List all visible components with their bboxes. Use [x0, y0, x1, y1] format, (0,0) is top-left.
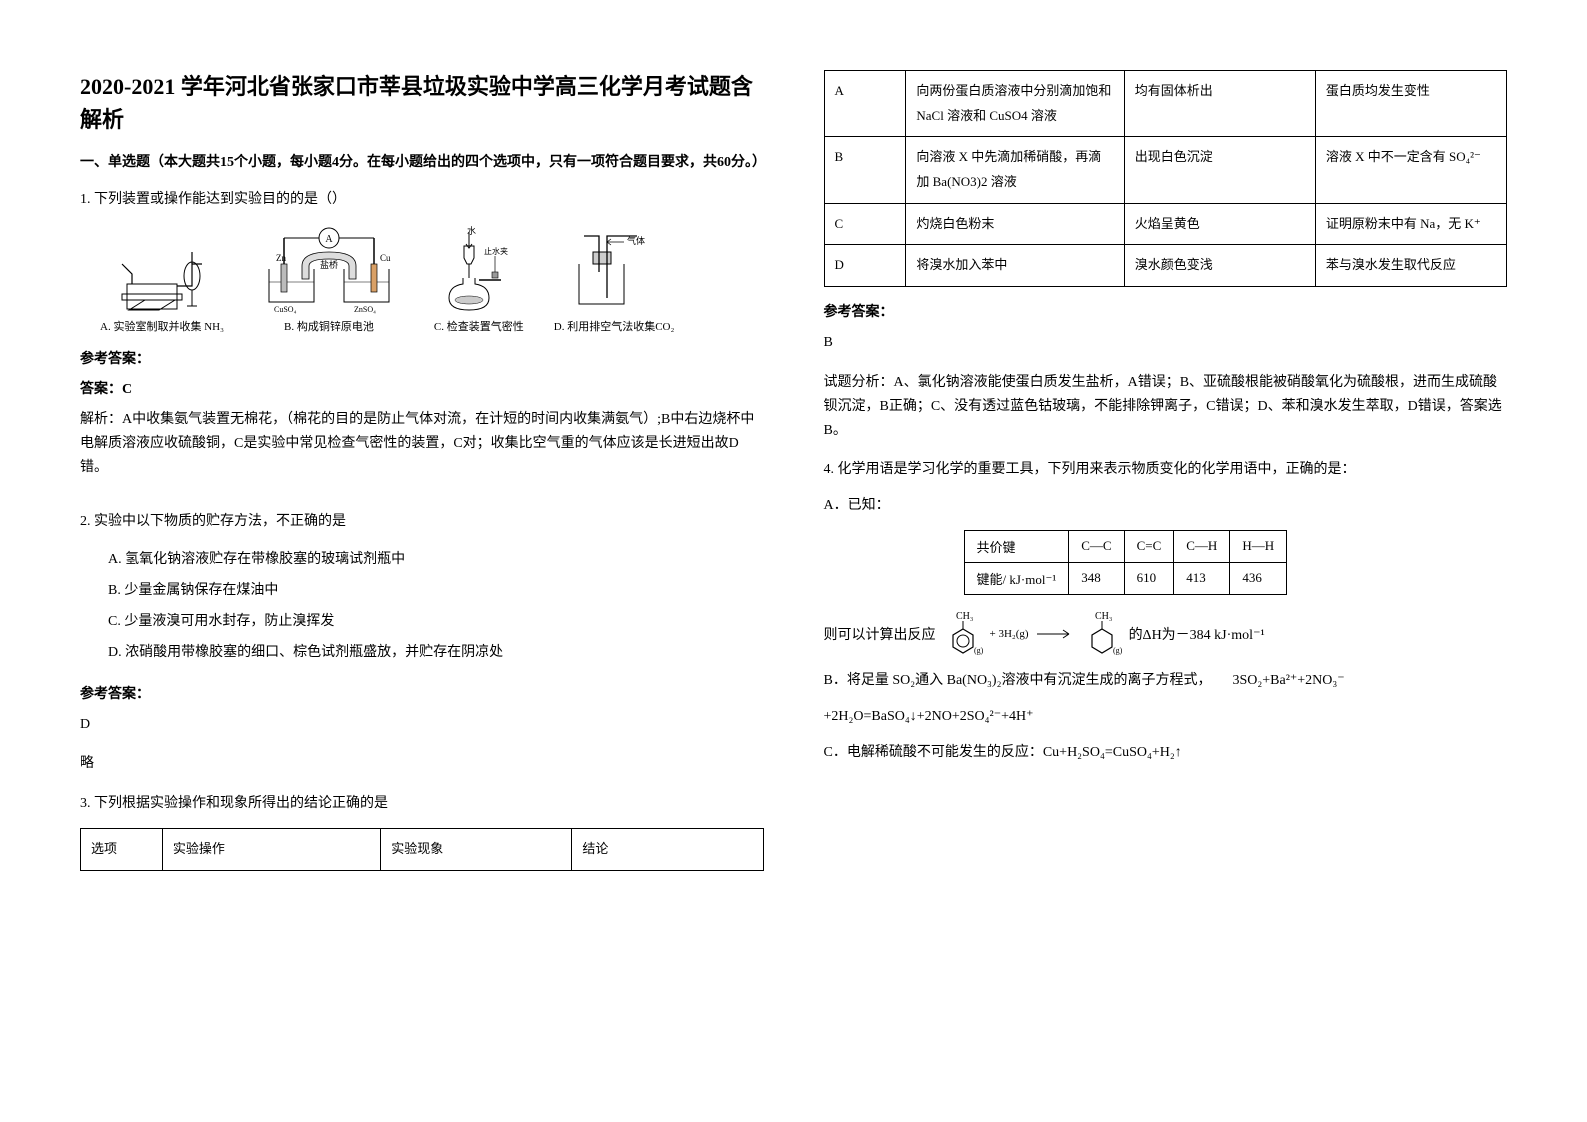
table-row: D 将溴水加入苯中 溴水颜色变浅 苯与溴水发生取代反应	[824, 245, 1507, 287]
cell: 火焰呈黄色	[1124, 203, 1315, 245]
q2-answer-label: 参考答案：	[80, 683, 764, 703]
q2-option-b: B. 少量金属钠保存在煤油中	[108, 576, 764, 607]
phase-g: (g)	[974, 646, 984, 655]
q2-stem: 2. 实验中以下物质的贮存方法，不正确的是	[80, 510, 764, 534]
q4-optA-prefix: A．已知：	[824, 494, 1508, 518]
methylcyclohexane-icon: CH₃ (g)	[1081, 609, 1123, 659]
cell: D	[824, 245, 906, 287]
q3-table-head-only: 选项 实验操作 实验现象 结论	[80, 828, 764, 871]
q2-option-c: C. 少量液溴可用水封存，防止溴挥发	[108, 607, 764, 638]
clamp-label: 止水夹	[484, 246, 508, 256]
cell: 610	[1124, 562, 1174, 594]
cell: C—H	[1174, 530, 1230, 562]
cell: 436	[1230, 562, 1287, 594]
q4-optC: C．电解稀硫酸不可能发生的反应：Cu+H₂SO₄=CuSO₄+H₂↑	[824, 741, 1508, 765]
reaction-prefix: 则可以计算出反应	[824, 624, 936, 644]
cell: C=C	[1124, 530, 1174, 562]
cell: B	[824, 137, 906, 203]
cuso4-label: CuSO₄	[274, 305, 297, 314]
cell: 苯与溴水发生取代反应	[1315, 245, 1506, 287]
diagram-a: A. 实验室制取并收集 NH₃	[100, 234, 224, 334]
table-row: A 向两份蛋白质溶液中分别滴加饱和 NaCl 溶液和 CuSO4 溶液 均有固体…	[824, 71, 1507, 137]
table-row: B 向溶液 X 中先滴加稀硝酸，再滴加 Ba(NO3)2 溶液 出现白色沉淀 溶…	[824, 137, 1507, 203]
q3-explanation: 试题分析：A、氯化钠溶液能使蛋白质发生盐析，A错误；B、亚硫酸根能被硝酸氧化为硫…	[824, 371, 1508, 442]
cell: 键能/ kJ·mol⁻¹	[964, 562, 1069, 594]
th-option: 选项	[81, 828, 163, 870]
q1-answer: 答案：C	[80, 378, 764, 398]
arrow-icon	[1035, 628, 1075, 640]
ch3-label-2: CH₃	[1095, 611, 1112, 622]
apparatus-d-svg: 气体	[569, 234, 659, 314]
q4-stem: 4. 化学用语是学习化学的重要工具，下列用来表示物质变化的化学用语中，正确的是：	[824, 458, 1508, 482]
znso4-label: ZnSO₄	[354, 305, 376, 314]
cell: 蛋白质均发生变性	[1315, 71, 1506, 137]
q3-answer-label: 参考答案：	[824, 301, 1508, 321]
diagram-a-label: A. 实验室制取并收集 NH₃	[100, 318, 224, 334]
left-column: 2020-2021 学年河北省张家口市莘县垃圾实验中学高三化学月考试题含解析 一…	[50, 70, 794, 1082]
right-column: A 向两份蛋白质溶液中分别滴加饱和 NaCl 溶液和 CuSO4 溶液 均有固体…	[794, 70, 1538, 1082]
th-conclusion: 结论	[572, 828, 763, 870]
q1-explanation: 解析：A中收集氨气装置无棉花，（棉花的目的是防止气体对流，在计短的时间内收集满氨…	[80, 408, 764, 479]
cell: 溴水颜色变浅	[1124, 245, 1315, 287]
cell: 灼烧白色粉末	[906, 203, 1124, 245]
th-operation: 实验操作	[162, 828, 380, 870]
q1-answer-label: 参考答案：	[80, 348, 764, 368]
table-row: 共价键 C—C C=C C—H H—H	[964, 530, 1287, 562]
table-header-row: 选项 实验操作 实验现象 结论	[81, 828, 764, 870]
section-header: 一、单选题（本大题共15个小题，每小题4分。在每小题给出的四个选项中，只有一项符…	[80, 152, 764, 174]
bond-energy-table: 共价键 C—C C=C C—H H—H 键能/ kJ·mol⁻¹ 348 610…	[964, 530, 1288, 595]
cell: C	[824, 203, 906, 245]
q2-option-a: A. 氢氧化钠溶液贮存在带橡胶塞的玻璃试剂瓶中	[108, 545, 764, 576]
q1-diagrams: A. 实验室制取并收集 NH₃ A 盐桥	[100, 224, 764, 334]
reaction-suffix: 的ΔH为－384 kJ·mol⁻¹	[1129, 624, 1265, 644]
cell: 向两份蛋白质溶液中分别滴加饱和 NaCl 溶液和 CuSO4 溶液	[906, 71, 1124, 137]
diagram-c: 水 止水夹 C. 检查装置气密性	[434, 224, 524, 334]
cu-label: Cu	[380, 253, 391, 263]
diagram-b: A 盐桥 Zn Cu CuSO₄ ZnSO₄	[254, 224, 404, 334]
cell: 413	[1174, 562, 1230, 594]
q2-omit: 略	[80, 752, 764, 776]
meter-a-label: A	[325, 234, 333, 245]
diagram-c-label: C. 检查装置气密性	[434, 318, 524, 334]
cell: 溶液 X 中不一定含有 SO₄²⁻	[1315, 137, 1506, 203]
cell: 证明原粉末中有 Na，无 K⁺	[1315, 203, 1506, 245]
q4-reaction: 则可以计算出反应 CH₃ (g) + 3H₂(g) CH₃ (g) 的ΔH为－3…	[824, 609, 1508, 659]
diagram-d-label: D. 利用排空气法收集CO₂	[554, 318, 675, 334]
cell: 出现白色沉淀	[1124, 137, 1315, 203]
cell: H—H	[1230, 530, 1287, 562]
document-title: 2020-2021 学年河北省张家口市莘县垃圾实验中学高三化学月考试题含解析	[80, 70, 764, 136]
apparatus-c-svg: 水 止水夹	[439, 224, 519, 314]
h2-label: + 3H₂(g)	[990, 628, 1029, 640]
cell: A	[824, 71, 906, 137]
table-row: 键能/ kJ·mol⁻¹ 348 610 413 436	[964, 562, 1287, 594]
q3-table-body: A 向两份蛋白质溶液中分别滴加饱和 NaCl 溶液和 CuSO4 溶液 均有固体…	[824, 70, 1508, 287]
q1-stem: 1. 下列装置或操作能达到实验目的的是（）	[80, 188, 764, 212]
q2-option-d: D. 浓硝酸用带橡胶塞的细口、棕色试剂瓶盛放，并贮存在阴凉处	[108, 638, 764, 669]
cell: 向溶液 X 中先滴加稀硝酸，再滴加 Ba(NO3)2 溶液	[906, 137, 1124, 203]
apparatus-b-svg: A 盐桥 Zn Cu CuSO₄ ZnSO₄	[254, 224, 404, 314]
th-phenomenon: 实验现象	[381, 828, 572, 870]
cell: 共价键	[964, 530, 1069, 562]
table-row: C 灼烧白色粉末 火焰呈黄色 证明原粉末中有 Na，无 K⁺	[824, 203, 1507, 245]
phase-g-2: (g)	[1113, 646, 1123, 655]
cell: C—C	[1069, 530, 1124, 562]
cell: 均有固体析出	[1124, 71, 1315, 137]
q3-stem: 3. 下列根据实验操作和现象所得出的结论正确的是	[80, 792, 764, 816]
q2-options: A. 氢氧化钠溶液贮存在带橡胶塞的玻璃试剂瓶中 B. 少量金属钠保存在煤油中 C…	[108, 545, 764, 668]
salt-bridge-label: 盐桥	[320, 259, 338, 270]
zn-label: Zn	[276, 253, 286, 263]
q4-optB: B．将足量 SO₂通入 Ba(NO₃)₂溶液中有沉淀生成的离子方程式， 3SO₂…	[824, 669, 1508, 693]
q4-optB-line2: +2H₂O=BaSO₄↓+2NO+2SO₄²⁻+4H⁺	[824, 705, 1508, 729]
q2-answer-letter: D	[80, 713, 764, 737]
diagram-b-label: B. 构成铜锌原电池	[284, 318, 374, 334]
q3-answer-letter: B	[824, 331, 1508, 355]
cell: 348	[1069, 562, 1124, 594]
water-label: 水	[467, 225, 476, 236]
ch3-label: CH₃	[956, 611, 973, 622]
apparatus-a-svg	[117, 234, 207, 314]
diagram-d: 气体 D. 利用排空气法收集CO₂	[554, 234, 675, 334]
cell: 将溴水加入苯中	[906, 245, 1124, 287]
toluene-icon: CH₃ (g)	[942, 609, 984, 659]
